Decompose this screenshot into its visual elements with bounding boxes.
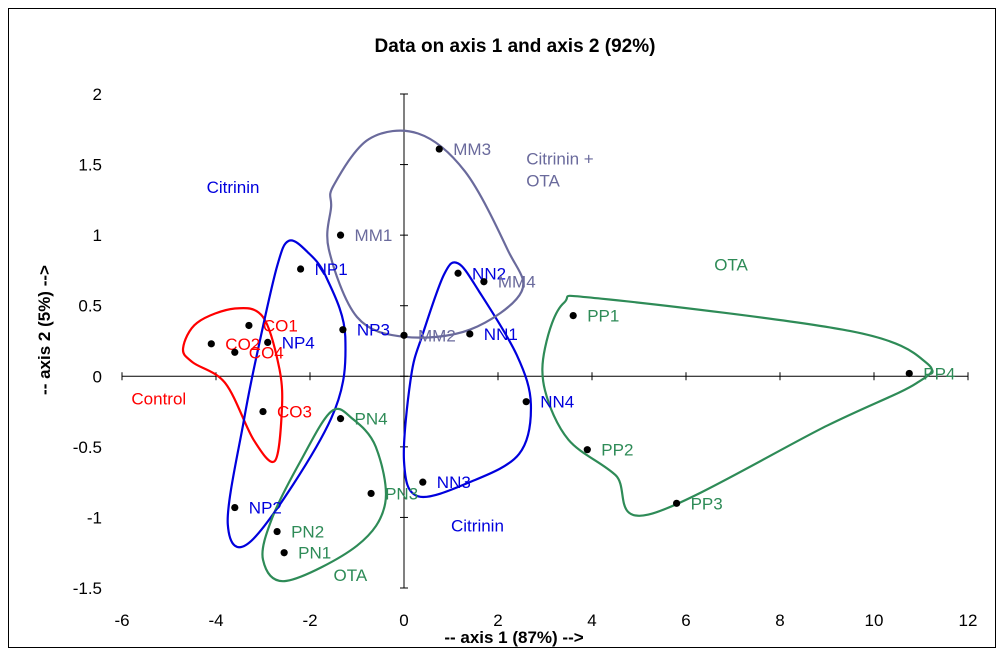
data-point — [336, 231, 345, 239]
chart-title: Data on axis 1 and axis 2 (92%) — [375, 36, 656, 57]
point-label: NP3 — [357, 321, 390, 340]
data-point — [259, 407, 267, 416]
group-label: Citrinin — [207, 178, 260, 197]
point-label: CO4 — [249, 343, 284, 362]
data-point — [280, 549, 288, 557]
data-point — [673, 499, 681, 507]
y-tick-label: -1 — [87, 508, 102, 527]
data-point — [231, 348, 239, 356]
group-label-line: OTA — [714, 255, 748, 274]
group-label-line: Citrinin + — [526, 150, 594, 169]
data-point — [454, 269, 462, 277]
point-label: NN3 — [437, 473, 471, 492]
point-label: MM3 — [453, 140, 491, 159]
data-point — [569, 311, 577, 320]
point-label: NN2 — [472, 264, 506, 283]
group-label-line: OTA — [526, 172, 560, 191]
point-label: NP1 — [315, 260, 348, 279]
point-label: PN1 — [298, 544, 331, 563]
point-label: PP2 — [601, 441, 633, 460]
x-tick-label: 2 — [493, 611, 502, 630]
x-tick-label: 0 — [399, 611, 408, 630]
point-label: MM1 — [355, 226, 393, 245]
data-point — [264, 338, 272, 347]
group-outline — [541, 294, 933, 517]
point-label: PN3 — [385, 484, 418, 503]
data-point — [231, 503, 239, 512]
data-point — [435, 145, 443, 153]
group-label: Citrinin — [451, 517, 504, 536]
point-label: MM4 — [498, 273, 536, 292]
data-point — [245, 321, 253, 330]
data-point — [466, 330, 474, 338]
x-tick-label: 12 — [959, 611, 978, 630]
group-label-line: Citrinin — [451, 517, 504, 536]
x-tick-label: -2 — [302, 611, 317, 630]
data-point — [480, 278, 488, 286]
data-point — [273, 527, 281, 536]
point-label: PP3 — [691, 494, 723, 513]
group-label: OTA — [714, 255, 748, 274]
data-point — [400, 331, 408, 339]
point-label: PN4 — [355, 410, 388, 429]
group-outline — [181, 306, 284, 464]
data-points: CO1CO2CO4CO3NP1NP3NP4NP2NN2NN1NN4NN3MM3M… — [207, 140, 955, 563]
group-outlines — [181, 129, 933, 583]
y-tick-label: -1.5 — [73, 579, 102, 598]
x-tick-label: -4 — [208, 611, 223, 630]
data-point — [367, 489, 375, 498]
data-point — [419, 478, 427, 486]
y-tick-label: 1.5 — [78, 156, 102, 175]
y-tick-label: 0.5 — [78, 297, 102, 316]
data-point — [207, 340, 215, 348]
point-label: NP2 — [249, 499, 282, 518]
x-tick-label: -6 — [114, 611, 129, 630]
group-label-line: Citrinin — [207, 178, 260, 197]
group-label-line: OTA — [334, 566, 368, 585]
point-label: PP1 — [587, 307, 619, 326]
data-point — [336, 415, 345, 423]
point-label: MM2 — [418, 326, 456, 345]
group-outline — [226, 239, 347, 549]
y-tick-label: 2 — [93, 85, 102, 104]
point-label: NP4 — [282, 333, 315, 352]
group-outline — [326, 129, 525, 339]
data-point — [583, 446, 591, 454]
data-point — [522, 398, 530, 406]
group-label: Citrinin + OTA — [526, 150, 594, 191]
x-axis-title: -- axis 1 (87%) --> — [444, 628, 583, 647]
data-point — [905, 369, 913, 378]
x-tick-label: 6 — [681, 611, 690, 630]
x-tick-label: 4 — [587, 611, 596, 630]
group-outline — [402, 261, 533, 499]
point-label: PN2 — [291, 523, 324, 542]
y-tick-label: -0.5 — [73, 438, 102, 457]
point-label: NN4 — [540, 393, 574, 412]
point-label: NN1 — [484, 325, 518, 344]
x-tick-label: 10 — [865, 611, 884, 630]
group-label: Control — [131, 390, 186, 409]
y-tick-label: 0 — [93, 367, 102, 386]
group-labels: Control Citrinin Citrinin Citrinin + OTA OTA O… — [131, 150, 748, 585]
data-point — [297, 265, 305, 273]
point-label: PP4 — [923, 364, 955, 383]
group-outline — [261, 407, 388, 583]
group-label: OTA — [334, 566, 368, 585]
point-label: CO3 — [277, 403, 312, 422]
y-tick-label: 1 — [93, 226, 102, 245]
group-label-line: Control — [131, 390, 186, 409]
data-point — [339, 326, 347, 334]
y-axis-title: -- axis 2 (5%) --> — [35, 265, 54, 395]
x-tick-label: 8 — [775, 611, 784, 630]
axes: -6 -4 -2 0 2 4 6 8 10 12 -1.5 -1 -0.5 0 0.5 1 1.5 2 — [73, 85, 978, 630]
point-label: CO1 — [263, 316, 298, 335]
